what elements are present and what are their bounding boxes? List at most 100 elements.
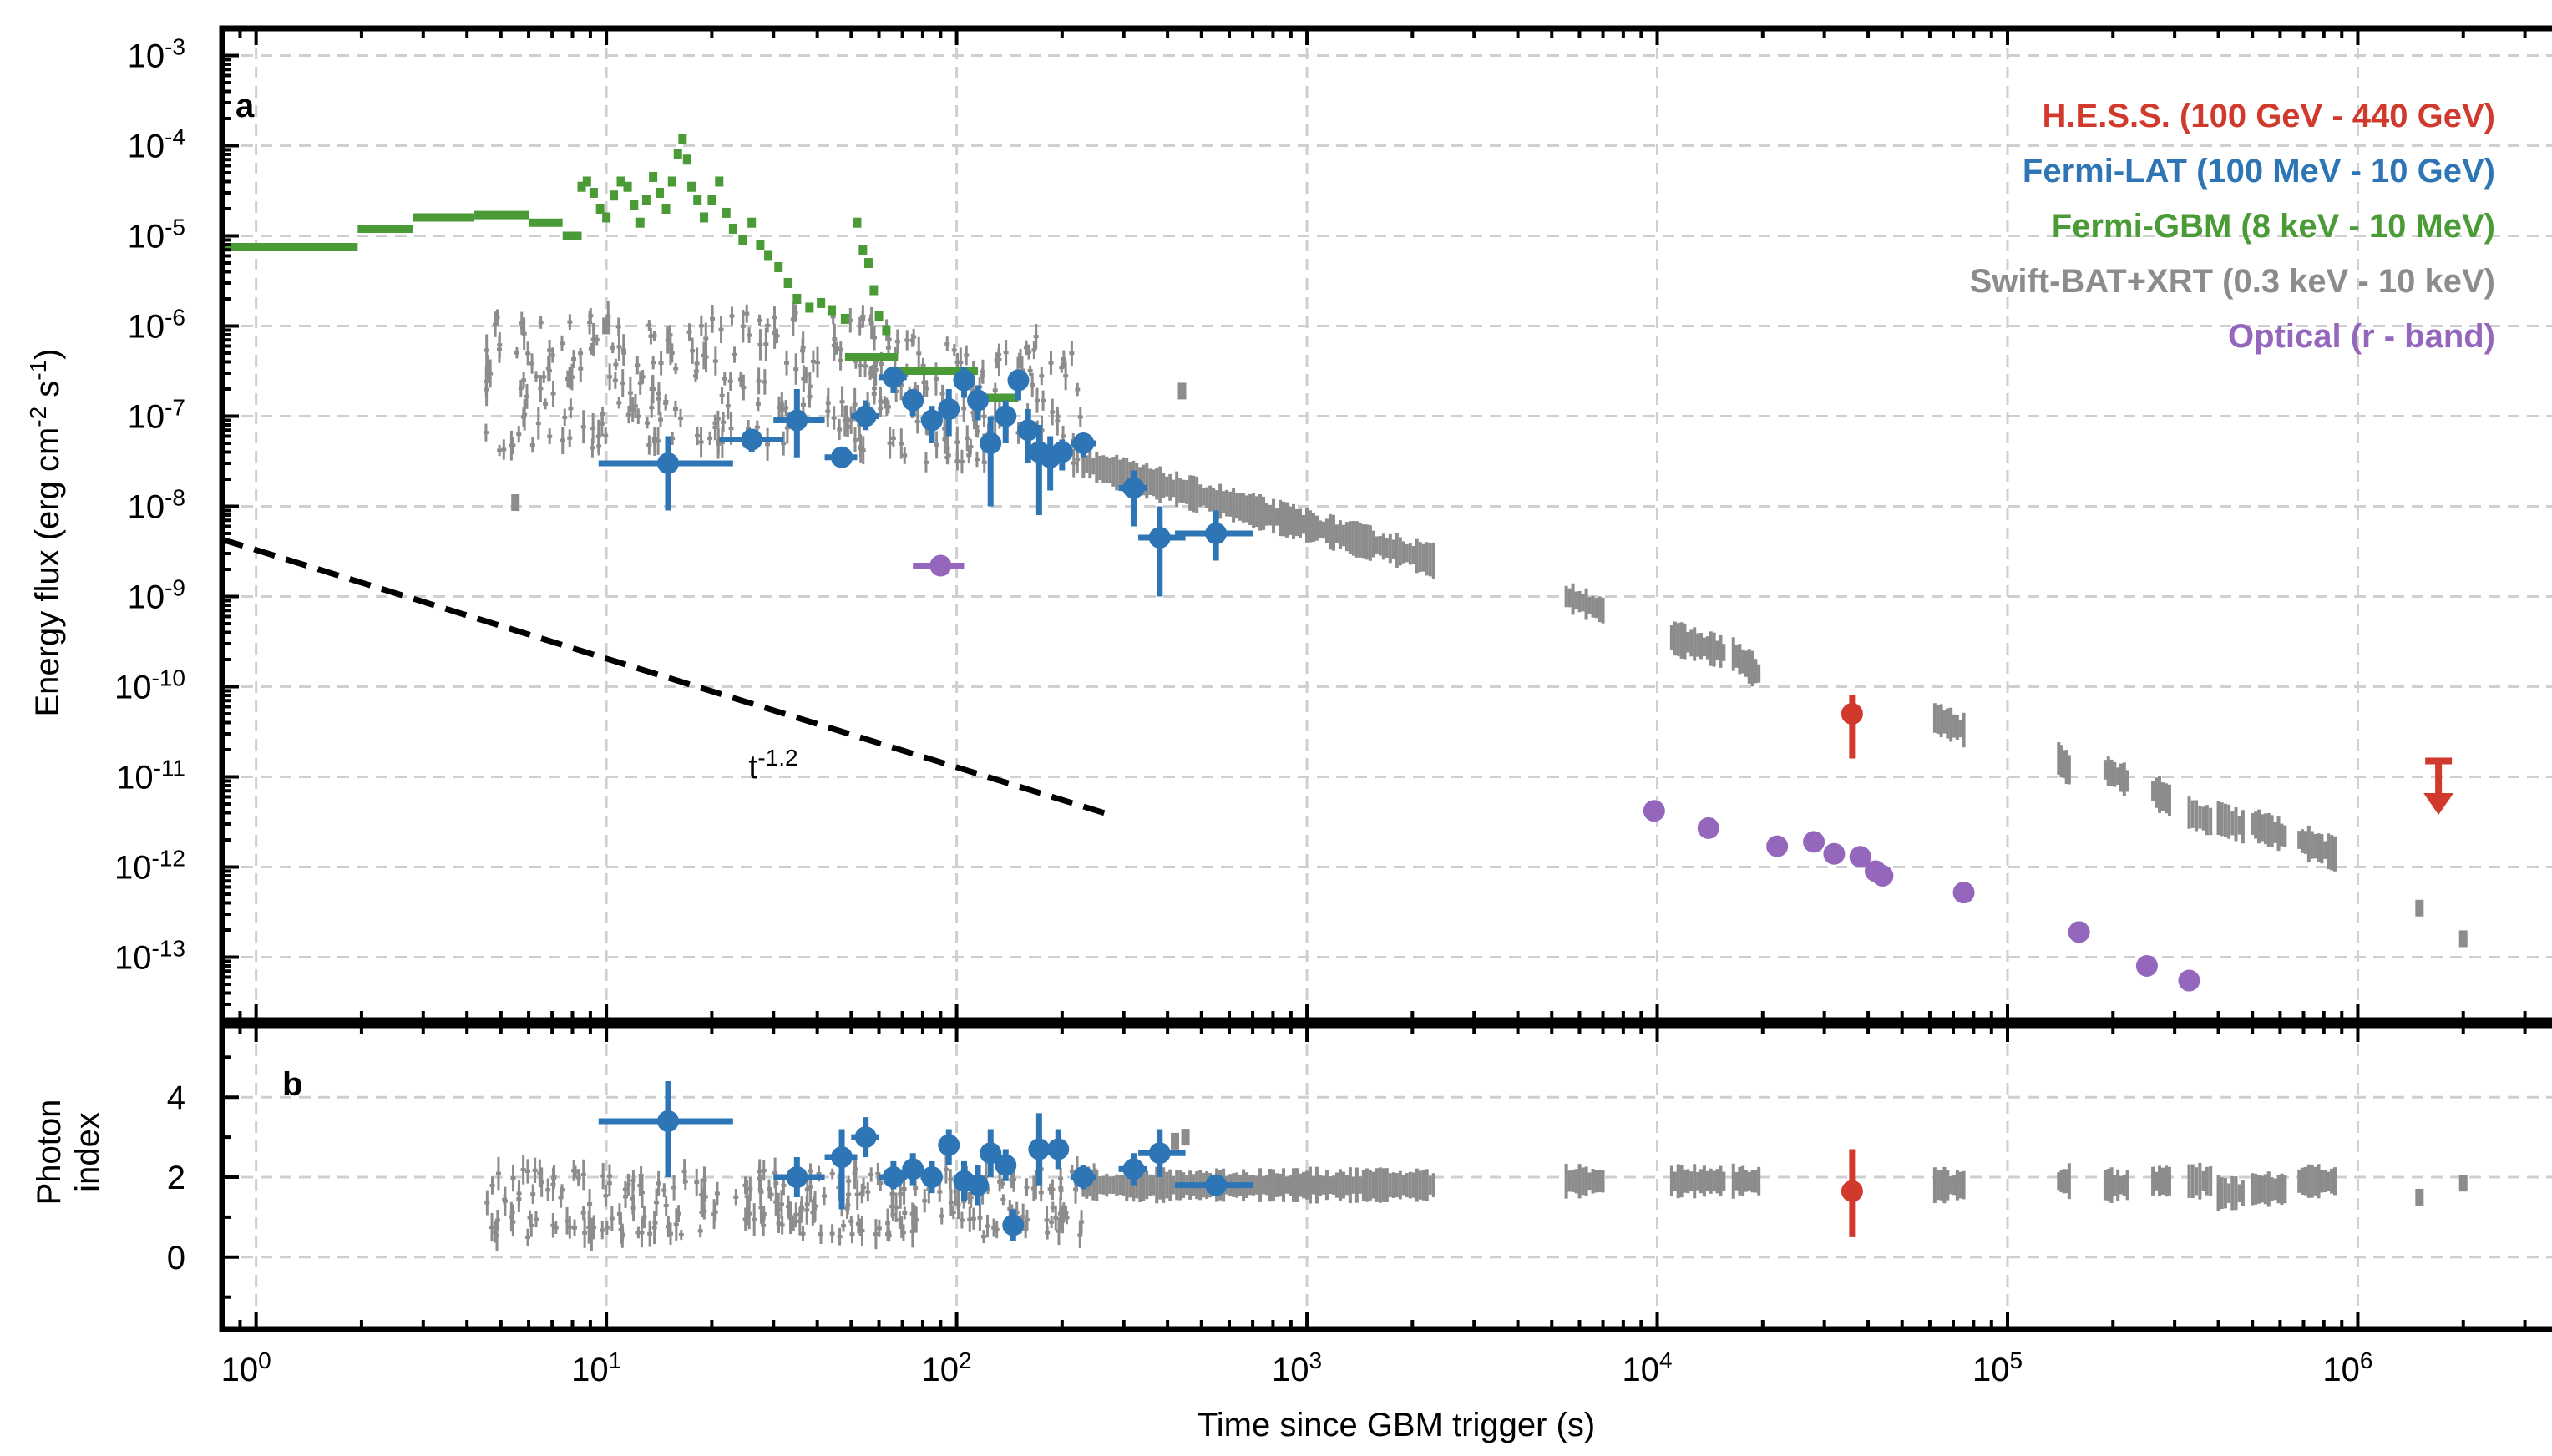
panel-a-fermigbm-point [738, 235, 747, 245]
panel-a-fermigbm-point [577, 181, 586, 192]
panel-b-fermilat-point [980, 1142, 1002, 1165]
panel-b-marks [484, 1081, 2468, 1251]
panel-a-fermilat-point [1148, 526, 1171, 549]
ylabel-sup2: -1 [25, 360, 51, 381]
y-axis-label-b-line2: index [69, 1112, 106, 1192]
y-tick-label: 0 [167, 1240, 185, 1277]
panel-b-fermilat-point [967, 1174, 990, 1196]
panel-a-optical-point [1643, 800, 1665, 822]
panel-a-fermilat-point [1122, 477, 1145, 499]
x-tick-label: 100 [221, 1347, 271, 1389]
y-tick-exp: -11 [154, 755, 185, 781]
y-tick-base: 10 [128, 489, 165, 526]
y-tick-base: 10 [128, 309, 165, 346]
panel-b-fermilat-point [1047, 1138, 1070, 1160]
panel-b-fermilat-point [902, 1158, 924, 1180]
panel-a-frame [219, 25, 2552, 1024]
panel-a-fermigbm-point [858, 245, 868, 255]
x-tick-base: 10 [1972, 1352, 2010, 1388]
panel-a-hess-point [1841, 703, 1863, 725]
panel-b-fermilat-point [831, 1146, 853, 1169]
panel-a-fermilat-point [995, 405, 1017, 427]
panel-b-fermilat-point [995, 1154, 1017, 1176]
panel-a-optical-point [1871, 864, 1894, 887]
panel-a-fermigbm-point [673, 149, 682, 159]
y-tick-base: 10 [114, 940, 152, 977]
panel-a-optical-point [929, 554, 952, 577]
panel-a-swiftbatxrt-point [602, 317, 611, 335]
y-tick-label: 10-4 [128, 124, 185, 165]
panel-a-fermilat-point [953, 369, 975, 392]
panel-b-fermilat-point [1205, 1174, 1228, 1196]
panel-a-fermigbm-point [661, 204, 671, 214]
panel-b-swiftbatxrt-point [1181, 1129, 1190, 1146]
x-tick-label: 104 [1622, 1347, 1672, 1389]
x-tick-exp: 3 [1309, 1347, 1323, 1373]
panel-a-fermigbm-point [722, 207, 731, 218]
x-tick-label: 103 [1272, 1347, 1322, 1389]
panel-a-fermilat-point [1007, 369, 1030, 392]
x-tick-base: 10 [571, 1352, 609, 1388]
panel-a-fermigbm-point [764, 250, 773, 261]
y-tick-label: 10-13 [114, 935, 185, 977]
panel-a-fermilat-point [980, 432, 1002, 455]
panel-b-fermilat-point [854, 1126, 877, 1149]
x-tick-label: 105 [1972, 1347, 2023, 1389]
panel-a-fermigbm-point [869, 285, 879, 296]
x-tick-label: 101 [571, 1347, 621, 1389]
panel-a-label: a [235, 88, 255, 124]
x-tick-base: 10 [1622, 1352, 1659, 1388]
panel-a-fermigbm-point [863, 258, 873, 269]
panel-a-optical-point [2135, 954, 2158, 977]
t-power-law-annotation: t-1.2 [748, 745, 798, 786]
panel-a-fermigbm-point [682, 154, 691, 165]
y-tick-exp: -13 [152, 935, 185, 961]
panel-a-fermigbm-point [783, 277, 792, 288]
y-tick-exp: -7 [165, 394, 185, 420]
panel-a-fermilat-point [656, 452, 679, 474]
panel-a-fermigbm-point [805, 302, 814, 313]
y-tick-label: 10-6 [128, 304, 185, 346]
panel-a-fermigbm-point [630, 200, 639, 210]
panel-a-fermigbm-point [582, 176, 591, 187]
panel-a-fermigbm-point [616, 176, 625, 187]
panel-a-fermilat-point [920, 409, 943, 432]
panel-a-optical-point [1952, 882, 1975, 904]
panel-a-fermigbm-point [641, 195, 651, 205]
tick-labels: 100 101 102 103 104 105 10610-310-410-510-610-… [114, 27, 2527, 1389]
y-tick-base: 10 [128, 38, 165, 75]
panel-a-fermilat-point [882, 366, 904, 388]
panel-a-fermilat-point [741, 428, 763, 451]
panel-a-fermigbm-point [853, 217, 862, 228]
panel-a-fermigbm-point [707, 195, 716, 205]
panel-a-fermigbm-point [655, 187, 664, 198]
y-tick-exp: -8 [165, 484, 185, 510]
y-tick-base: 10 [128, 399, 165, 436]
x-tick-base: 10 [1272, 1352, 1309, 1388]
y-tick-base: 10 [128, 129, 165, 165]
panel-a-fermigbm-point [602, 212, 611, 223]
panel-a-fermigbm-point [687, 181, 696, 192]
panel-a-fermilat-point [938, 397, 960, 420]
panel-b-fermilat-point [786, 1166, 808, 1188]
panel-a-grid [222, 28, 2552, 1020]
y-tick-base: 10 [128, 579, 165, 616]
panel-a-fermigbm-point [756, 239, 765, 250]
y-axis-label-a: Energy flux (erg cm-2 s-1) [25, 348, 67, 716]
panel-b-hess-point [1841, 1180, 1863, 1202]
legend-entry: Swift-BAT+XRT (0.3 keV - 10 keV) [1970, 263, 2495, 300]
panel-b-fermilat-point [882, 1166, 904, 1188]
y-tick-exp: -5 [165, 214, 185, 240]
panel-a-fermigbm-point [828, 305, 837, 316]
panel-a-optical-point [1849, 846, 1871, 868]
panel-a-fermigbm-point [678, 133, 687, 144]
panel-b-swiftbatxrt-point [2415, 1188, 2424, 1206]
panel-b-fermilat-point [1002, 1214, 1025, 1236]
y-tick-label: 10-11 [116, 755, 185, 796]
y-tick-exp: -10 [152, 665, 185, 690]
panel-a-fermigbm-point [649, 171, 658, 182]
y-tick-label: 4 [167, 1079, 185, 1116]
y-tick-base: 10 [116, 760, 154, 796]
legend-entry: H.E.S.S. (100 GeV - 440 GeV) [2043, 98, 2495, 134]
panel-a-optical-point [1823, 842, 1846, 865]
